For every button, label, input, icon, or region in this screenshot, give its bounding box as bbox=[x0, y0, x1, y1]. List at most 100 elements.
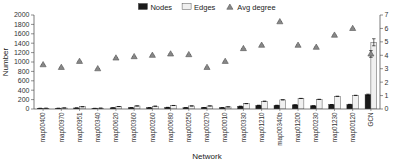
error-bar bbox=[135, 105, 138, 106]
y2-tick-label: 3 bbox=[385, 65, 389, 72]
error-bar bbox=[330, 104, 333, 105]
triangle-marker bbox=[113, 55, 119, 60]
error-bar bbox=[57, 108, 60, 109]
x-tick-label: map00230 bbox=[312, 112, 320, 142]
y-tick bbox=[31, 52, 34, 53]
triangle-marker bbox=[350, 25, 356, 30]
bar bbox=[310, 106, 316, 109]
bar bbox=[298, 98, 304, 109]
bar bbox=[347, 104, 353, 109]
y-tick-label: 1400 bbox=[14, 40, 30, 47]
y-tick-label: 800 bbox=[18, 68, 30, 75]
bar bbox=[316, 99, 322, 109]
x-tick-label: map00340b bbox=[276, 112, 284, 146]
y2-tick-label: 4 bbox=[385, 52, 389, 59]
y2-tick-label: 5 bbox=[385, 38, 389, 45]
error-bar bbox=[317, 99, 320, 100]
x-tick-label: map00120 bbox=[349, 112, 357, 142]
y-tick-label: 600 bbox=[18, 77, 30, 84]
triangle-marker bbox=[95, 66, 101, 71]
triangle-marker bbox=[40, 61, 46, 66]
y-axis-label: Number bbox=[1, 47, 10, 76]
x-tick-label: map00970 bbox=[58, 112, 66, 142]
x-tick-label: map00400 bbox=[39, 112, 47, 142]
error-bar bbox=[226, 106, 229, 107]
x-tick-label: map01230 bbox=[331, 112, 339, 142]
x-tick-label: map00260 bbox=[149, 112, 157, 142]
legend-swatch bbox=[227, 4, 233, 9]
x-tick-label: map00010 bbox=[221, 112, 229, 142]
error-bar bbox=[372, 39, 375, 46]
triangle-marker bbox=[149, 52, 155, 57]
y-tick-label: 400 bbox=[18, 87, 30, 94]
y-tick bbox=[31, 80, 34, 81]
triangle-marker bbox=[76, 58, 82, 63]
error-bar bbox=[208, 105, 211, 106]
triangle-marker bbox=[295, 42, 301, 47]
y-tick-label: 200 bbox=[18, 96, 30, 103]
error-bar bbox=[111, 107, 114, 108]
x-tick-label: map00330 bbox=[240, 112, 248, 142]
legend-label: Edges bbox=[194, 3, 216, 12]
error-bar bbox=[190, 105, 193, 106]
error-bar bbox=[81, 106, 84, 107]
y2-tick bbox=[380, 15, 383, 16]
y2-tick-label: 0 bbox=[385, 105, 389, 112]
bar bbox=[353, 95, 359, 109]
chart: 0200400600800100012001400160018002000012… bbox=[0, 0, 400, 161]
y2-tick bbox=[380, 82, 383, 83]
bar bbox=[189, 106, 195, 109]
error-bar bbox=[148, 107, 151, 108]
triangle-marker bbox=[368, 51, 374, 56]
x-tick-label: map00620 bbox=[112, 112, 120, 142]
triangle-marker bbox=[277, 19, 283, 24]
bar bbox=[262, 101, 268, 109]
x-tick-label: map00680 bbox=[167, 112, 175, 142]
error-bar bbox=[117, 106, 120, 107]
triangle-marker bbox=[186, 51, 192, 56]
error-bar bbox=[75, 107, 78, 108]
error-bar bbox=[293, 104, 296, 105]
y-tick-label: 0 bbox=[26, 105, 30, 112]
y2-tick bbox=[380, 41, 383, 42]
triangle-marker bbox=[58, 64, 64, 69]
x-tick-label: map00360 bbox=[130, 112, 138, 142]
bar bbox=[280, 100, 286, 109]
error-bar bbox=[354, 95, 357, 96]
bar bbox=[243, 104, 249, 109]
error-bar bbox=[184, 107, 187, 108]
bar bbox=[329, 105, 335, 109]
bar bbox=[256, 105, 262, 109]
y2-tick bbox=[380, 55, 383, 56]
y-tick bbox=[31, 15, 34, 16]
bar bbox=[171, 105, 177, 109]
y-tick bbox=[31, 99, 34, 100]
bar bbox=[207, 106, 213, 109]
y-tick bbox=[31, 33, 34, 34]
y-tick-label: 2000 bbox=[14, 11, 30, 18]
y2-tick bbox=[380, 28, 383, 29]
error-bar bbox=[239, 106, 242, 107]
error-bar bbox=[312, 105, 315, 106]
y-tick-label: 1000 bbox=[14, 58, 30, 65]
legend: NodesEdgesAvg degree bbox=[138, 3, 275, 12]
x-tick-label: map01210 bbox=[258, 112, 266, 142]
error-bar bbox=[221, 107, 224, 108]
legend-swatch bbox=[138, 4, 147, 10]
error-bar bbox=[299, 98, 302, 99]
error-bar bbox=[348, 104, 351, 105]
triangle-marker bbox=[259, 42, 265, 47]
bar bbox=[365, 95, 371, 109]
y2-tick-label: 1 bbox=[385, 92, 389, 99]
triangle-marker bbox=[222, 58, 228, 63]
error-bar bbox=[366, 94, 369, 95]
x-axis-line bbox=[34, 109, 380, 110]
bar bbox=[292, 105, 298, 109]
y-tick-label: 1800 bbox=[14, 21, 30, 28]
error-bar bbox=[166, 107, 169, 108]
y-tick bbox=[31, 71, 34, 72]
y-axis-line bbox=[34, 15, 35, 109]
error-bar bbox=[44, 108, 47, 109]
y-tick-label: 1200 bbox=[14, 49, 30, 56]
error-bar bbox=[154, 106, 157, 107]
